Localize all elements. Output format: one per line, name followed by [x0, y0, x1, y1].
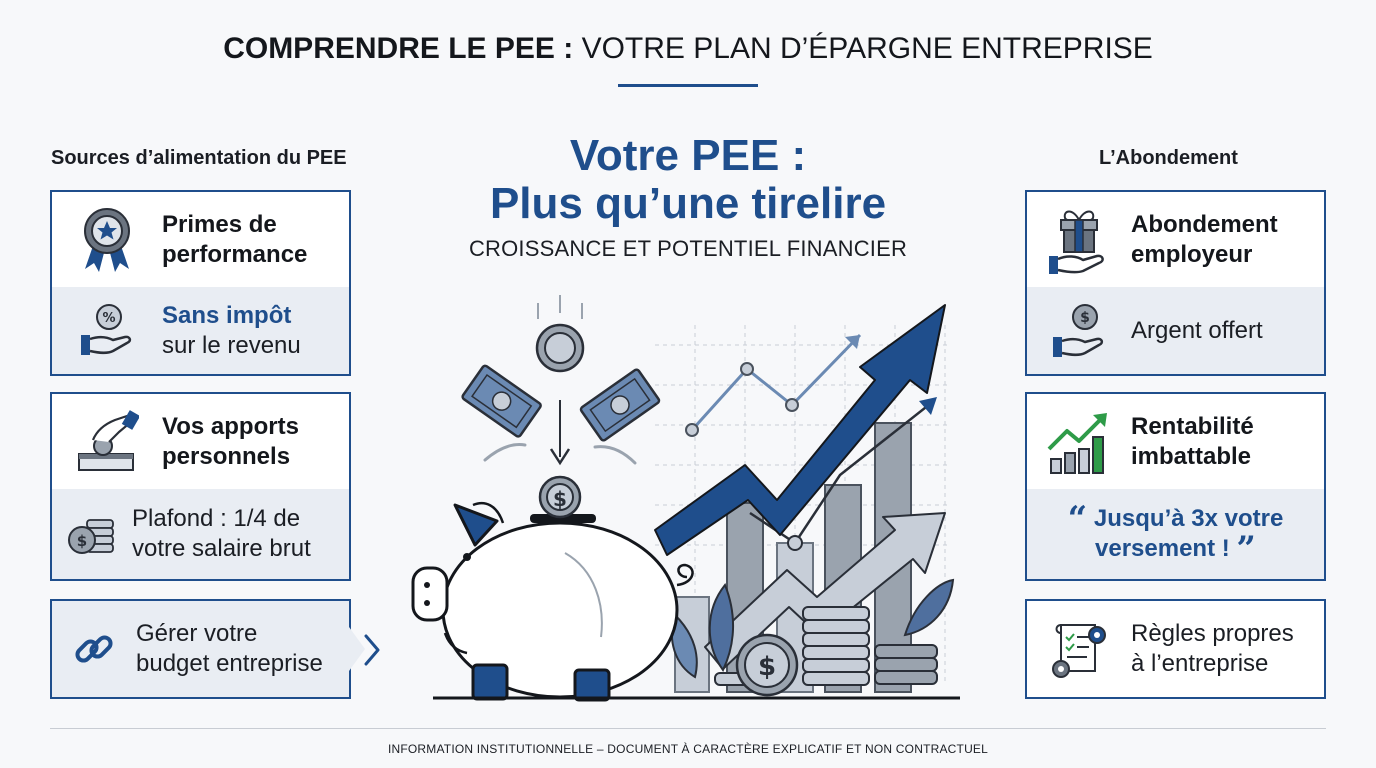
award-ribbon-icon	[52, 205, 162, 275]
card-subtext: Plafond : 1/4 de	[132, 505, 301, 532]
card-pointer	[349, 627, 365, 671]
card-title: Primes de	[162, 210, 277, 238]
card-gerer-budget: Gérer votre budget entreprise	[50, 599, 351, 699]
quote-close-icon: ”	[1236, 529, 1256, 569]
gift-hand-icon	[1027, 206, 1131, 274]
footer-divider	[50, 728, 1326, 729]
hero-title: Votre PEE : Plus qu’une tirelire	[489, 131, 887, 228]
card-title: imbattable	[1131, 442, 1252, 470]
card-title: performance	[162, 240, 308, 268]
card-text: budget entreprise	[136, 650, 323, 677]
card-title: Rentabilité	[1131, 412, 1254, 440]
quote-open-icon: “	[1067, 499, 1088, 539]
card-regles-entreprise: Règles propres à l’entreprise	[1025, 599, 1326, 699]
coin-stack-icon: $	[52, 512, 132, 556]
quote-highlight: “ Jusqu’à 3x votre versement ! ”	[1067, 499, 1284, 569]
card-title: Abondement	[1131, 210, 1278, 238]
card-text: Gérer votre	[136, 620, 258, 647]
card-primes-performance: Primes de performance % Sans impôt sur l…	[50, 190, 351, 376]
card-text: à l’entreprise	[1131, 650, 1269, 677]
svg-text:$: $	[77, 532, 87, 550]
svg-text:$: $	[1080, 310, 1090, 326]
card-subtext: Argent offert	[1131, 316, 1263, 344]
title-underline	[618, 84, 758, 87]
card-text: Règles propres	[1131, 620, 1294, 647]
page-title: COMPRENDRE LE PEE : VOTRE PLAN D’ÉPARGNE…	[223, 32, 1153, 65]
footer-disclaimer: INFORMATION INSTITUTIONNELLE – DOCUMENT …	[387, 742, 989, 756]
svg-text:%: %	[102, 311, 115, 326]
left-column-heading: Sources d’alimentation du PEE	[51, 147, 347, 169]
card-subtext: sur le revenu	[162, 331, 301, 359]
hand-deposit-box-icon	[52, 409, 162, 474]
card-title: Vos apports	[162, 412, 299, 440]
card-title: employeur	[1131, 240, 1253, 268]
rules-document-gear-icon	[1027, 617, 1131, 681]
svg-text:$: $	[758, 652, 776, 682]
growth-bars-icon	[1027, 409, 1131, 475]
hero-subtitle: CROISSANCE ET POTENTIEL FINANCIER	[468, 236, 908, 261]
card-rentabilite: Rentabilité imbattable “ Jusqu’à 3x votr…	[1025, 392, 1326, 581]
piggy-bank-growth-illustration: $ $	[411, 295, 960, 702]
card-abondement-employeur: Abondement employeur $ Argent offert	[1025, 190, 1326, 376]
card-subtext: votre salaire brut	[132, 535, 311, 562]
right-column-heading: L’Abondement	[1099, 147, 1238, 169]
card-apports-personnels: Vos apports personnels $ Plafond : 1/4 d…	[50, 392, 351, 581]
svg-text:$: $	[553, 487, 567, 511]
hand-percent-coin-icon: %	[52, 303, 162, 359]
link-chain-icon	[52, 627, 136, 671]
card-subtext: Sans impôt	[162, 301, 292, 329]
card-title: personnels	[162, 442, 291, 470]
chevron-right-icon	[364, 634, 380, 666]
hand-dollar-coin-icon: $	[1027, 303, 1131, 359]
